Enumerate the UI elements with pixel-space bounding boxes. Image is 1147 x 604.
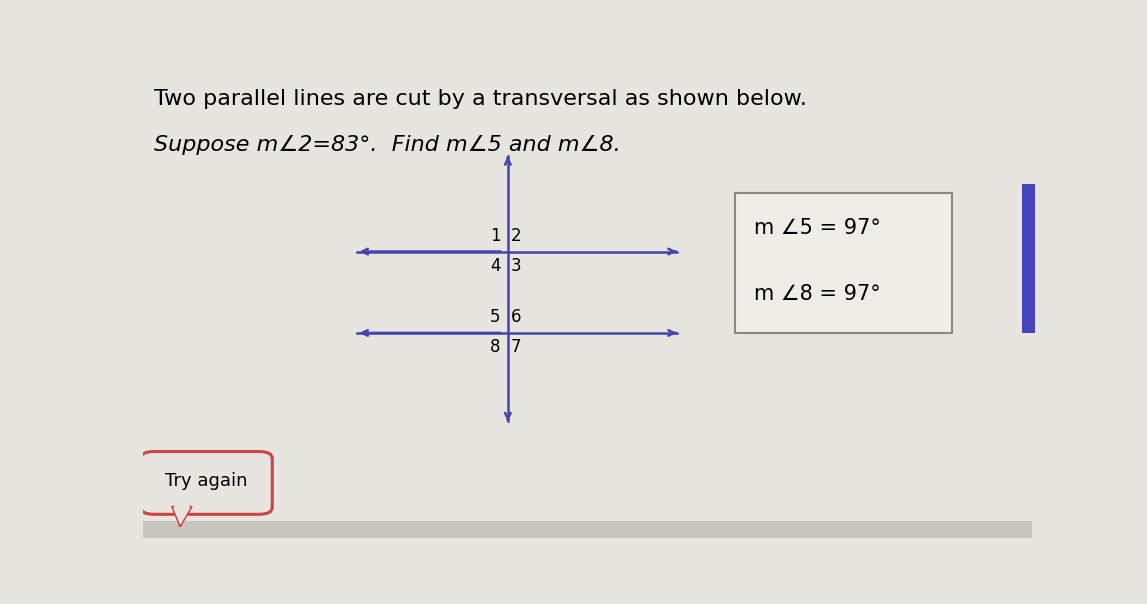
Text: 7: 7	[510, 338, 521, 356]
FancyBboxPatch shape	[141, 452, 272, 515]
Bar	[1022, 184, 1035, 333]
Text: 1: 1	[490, 227, 501, 245]
Text: Suppose m∠2=83°.  Find m∠5 and m∠8.: Suppose m∠2=83°. Find m∠5 and m∠8.	[154, 135, 621, 155]
Text: 8: 8	[490, 338, 501, 356]
Text: 4: 4	[490, 257, 501, 275]
Text: 2: 2	[510, 227, 521, 245]
Bar	[143, 521, 1032, 538]
Text: Try again: Try again	[165, 472, 248, 490]
Polygon shape	[173, 507, 190, 525]
Text: m ∠8 = 97°: m ∠8 = 97°	[754, 284, 881, 304]
Bar	[734, 193, 952, 333]
Text: m ∠5 = 97°: m ∠5 = 97°	[754, 218, 881, 239]
Text: 6: 6	[510, 309, 521, 326]
Text: 3: 3	[510, 257, 521, 275]
Text: 5: 5	[490, 309, 501, 326]
Text: Two parallel lines are cut by a transversal as shown below.: Two parallel lines are cut by a transver…	[154, 89, 807, 109]
